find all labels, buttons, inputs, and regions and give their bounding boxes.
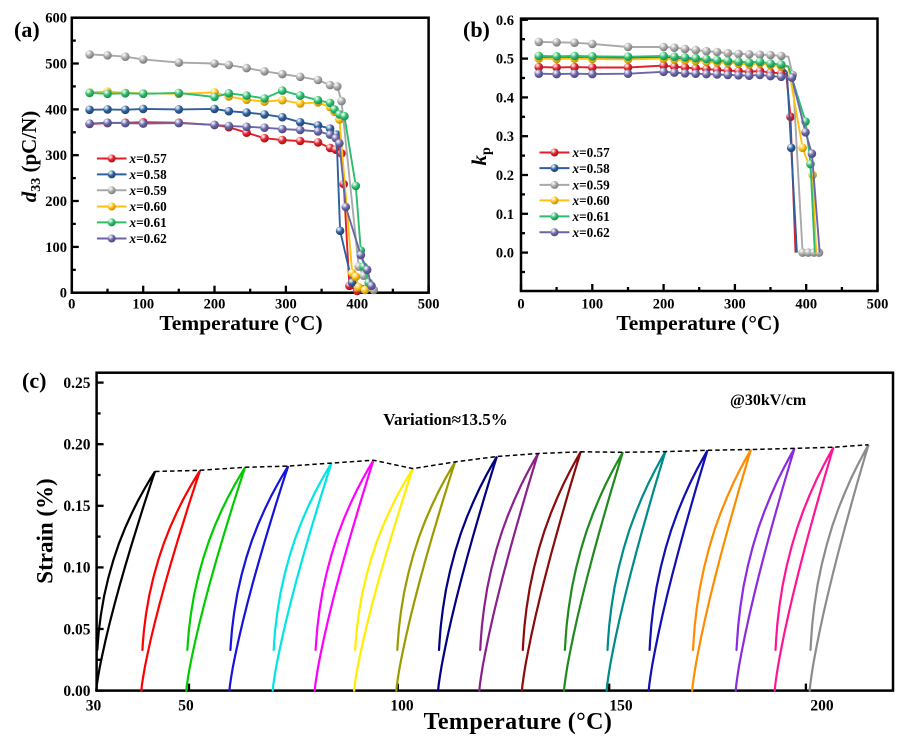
svg-text:x=0.61: x=0.61: [129, 215, 167, 230]
svg-text:x=0.62: x=0.62: [129, 231, 168, 246]
svg-text:0.6: 0.6: [496, 13, 514, 29]
svg-text:Variation≈13.5%: Variation≈13.5%: [383, 410, 507, 429]
svg-text:Temperature (°C): Temperature (°C): [424, 709, 613, 735]
svg-text:100: 100: [581, 297, 603, 313]
svg-text:400: 400: [346, 297, 368, 313]
svg-text:500: 500: [867, 297, 889, 313]
svg-text:0: 0: [60, 286, 67, 302]
svg-text:x=0.59: x=0.59: [572, 178, 611, 193]
svg-text:300: 300: [724, 297, 746, 313]
svg-text:50: 50: [178, 698, 194, 715]
svg-text:200: 200: [810, 698, 834, 715]
svg-text:300: 300: [45, 148, 67, 164]
svg-text:Temperature (°C): Temperature (°C): [159, 311, 322, 335]
svg-text:0.05: 0.05: [63, 621, 90, 638]
svg-text:x=0.59: x=0.59: [129, 183, 168, 198]
svg-text:0.25: 0.25: [63, 375, 90, 392]
svg-text:150: 150: [609, 698, 633, 715]
svg-text:0: 0: [68, 297, 75, 313]
svg-text:100: 100: [390, 698, 414, 715]
svg-text:100: 100: [132, 297, 154, 313]
svg-text:(a): (a): [14, 17, 40, 42]
svg-text:x=0.58: x=0.58: [572, 161, 611, 176]
svg-text:d33 (pC/N): d33 (pC/N): [17, 111, 44, 203]
svg-text:0.5: 0.5: [496, 52, 514, 68]
svg-text:0.20: 0.20: [63, 437, 90, 454]
svg-text:500: 500: [45, 57, 67, 73]
svg-text:500: 500: [418, 297, 440, 313]
svg-text:400: 400: [795, 297, 817, 313]
svg-text:100: 100: [45, 240, 67, 256]
svg-text:(b): (b): [463, 17, 490, 42]
svg-text:400: 400: [45, 102, 67, 118]
svg-text:0: 0: [517, 297, 524, 313]
svg-text:0.0: 0.0: [496, 246, 514, 262]
svg-text:0.15: 0.15: [63, 498, 90, 515]
svg-text:(c): (c): [22, 368, 46, 393]
svg-text:0.4: 0.4: [496, 90, 514, 106]
svg-text:600: 600: [45, 11, 67, 27]
svg-text:kp: kp: [467, 147, 494, 166]
svg-text:200: 200: [653, 297, 675, 313]
svg-text:200: 200: [45, 194, 67, 210]
svg-text:@30kV/cm: @30kV/cm: [730, 392, 807, 409]
svg-text:x=0.57: x=0.57: [129, 151, 168, 166]
svg-text:0.3: 0.3: [496, 129, 514, 145]
svg-text:300: 300: [275, 297, 297, 313]
svg-text:Temperature (°C): Temperature (°C): [616, 311, 779, 335]
svg-text:x=0.60: x=0.60: [129, 199, 168, 214]
svg-text:30: 30: [86, 698, 102, 715]
svg-text:0.10: 0.10: [63, 560, 90, 577]
svg-text:Strain (%): Strain (%): [33, 478, 58, 583]
svg-text:0.2: 0.2: [496, 168, 514, 184]
svg-text:x=0.61: x=0.61: [572, 209, 610, 224]
svg-text:x=0.60: x=0.60: [572, 193, 611, 208]
svg-text:0.1: 0.1: [496, 207, 514, 223]
svg-text:200: 200: [204, 297, 226, 313]
svg-text:x=0.58: x=0.58: [129, 167, 168, 182]
svg-text:x=0.62: x=0.62: [572, 225, 611, 240]
svg-text:0.00: 0.00: [63, 683, 90, 700]
svg-text:x=0.57: x=0.57: [572, 145, 611, 160]
